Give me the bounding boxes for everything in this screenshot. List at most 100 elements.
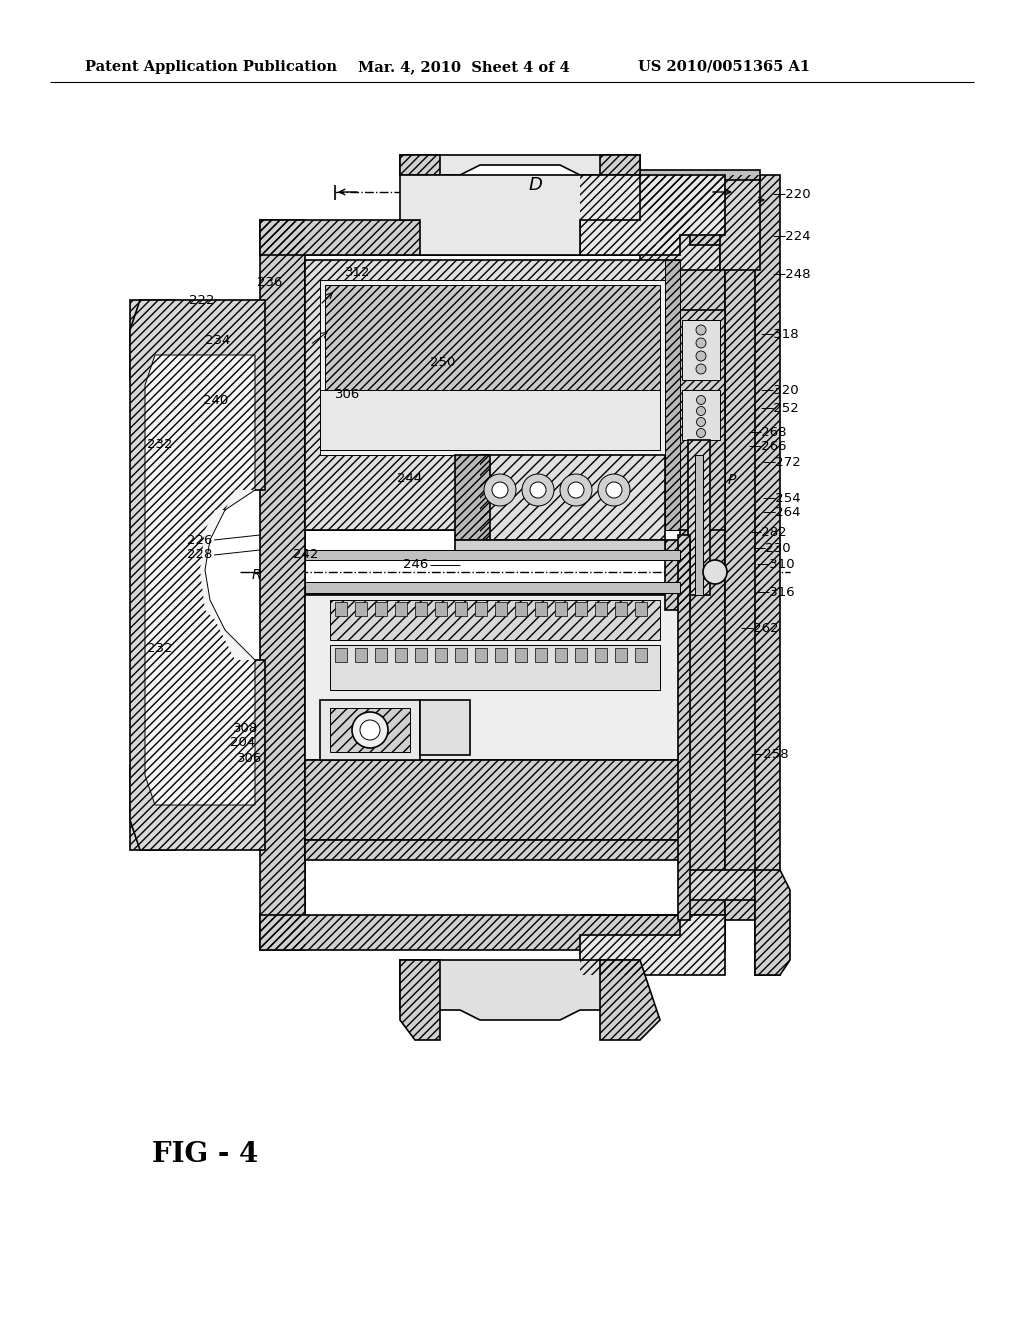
Text: —248: —248 bbox=[772, 268, 811, 281]
Polygon shape bbox=[480, 455, 665, 540]
Text: D: D bbox=[528, 176, 542, 194]
Polygon shape bbox=[400, 154, 640, 176]
Polygon shape bbox=[415, 648, 427, 663]
Text: 244: 244 bbox=[396, 471, 422, 484]
Polygon shape bbox=[335, 602, 347, 616]
Polygon shape bbox=[555, 648, 567, 663]
Text: —252: —252 bbox=[760, 401, 799, 414]
Polygon shape bbox=[595, 648, 607, 663]
Polygon shape bbox=[720, 176, 760, 271]
Polygon shape bbox=[600, 960, 660, 1040]
Polygon shape bbox=[695, 455, 703, 595]
Polygon shape bbox=[305, 550, 680, 560]
Text: 236: 236 bbox=[257, 276, 282, 289]
Polygon shape bbox=[400, 960, 440, 1040]
Polygon shape bbox=[678, 535, 690, 920]
Polygon shape bbox=[305, 760, 680, 840]
Circle shape bbox=[696, 364, 706, 374]
Polygon shape bbox=[355, 602, 367, 616]
Polygon shape bbox=[395, 602, 407, 616]
Circle shape bbox=[696, 429, 706, 437]
Polygon shape bbox=[415, 602, 427, 616]
Polygon shape bbox=[640, 176, 720, 271]
Text: 306: 306 bbox=[237, 751, 262, 764]
Circle shape bbox=[696, 417, 706, 426]
Polygon shape bbox=[355, 648, 367, 663]
Circle shape bbox=[696, 351, 706, 360]
Circle shape bbox=[606, 482, 622, 498]
Text: —220: —220 bbox=[772, 189, 811, 202]
Polygon shape bbox=[305, 582, 680, 593]
Polygon shape bbox=[130, 300, 175, 380]
Polygon shape bbox=[515, 648, 527, 663]
Polygon shape bbox=[400, 960, 640, 1020]
Polygon shape bbox=[615, 602, 627, 616]
Text: P: P bbox=[728, 473, 736, 487]
Polygon shape bbox=[260, 220, 725, 255]
Polygon shape bbox=[330, 645, 660, 690]
Text: 250: 250 bbox=[430, 355, 455, 368]
Polygon shape bbox=[335, 648, 347, 663]
Polygon shape bbox=[580, 176, 725, 255]
Circle shape bbox=[360, 719, 380, 741]
Text: Patent Application Publication: Patent Application Publication bbox=[85, 59, 337, 74]
Text: —282: —282 bbox=[748, 527, 786, 540]
Text: —272: —272 bbox=[762, 457, 801, 470]
Polygon shape bbox=[725, 230, 760, 920]
Polygon shape bbox=[305, 840, 680, 861]
Polygon shape bbox=[130, 300, 265, 850]
Polygon shape bbox=[319, 389, 660, 450]
Text: —230: —230 bbox=[752, 541, 791, 554]
Circle shape bbox=[560, 474, 592, 506]
Text: —316: —316 bbox=[756, 586, 795, 599]
Polygon shape bbox=[495, 602, 507, 616]
Text: 234: 234 bbox=[205, 334, 230, 346]
Text: —264: —264 bbox=[762, 507, 801, 520]
Text: —318: —318 bbox=[760, 329, 799, 342]
Text: 204: 204 bbox=[229, 737, 255, 750]
Text: 312: 312 bbox=[344, 265, 370, 279]
Polygon shape bbox=[640, 170, 760, 180]
Text: —266: —266 bbox=[748, 441, 786, 454]
Polygon shape bbox=[515, 602, 527, 616]
Polygon shape bbox=[375, 602, 387, 616]
Polygon shape bbox=[535, 648, 547, 663]
Polygon shape bbox=[665, 260, 680, 531]
Polygon shape bbox=[305, 260, 680, 531]
Polygon shape bbox=[600, 154, 640, 176]
Polygon shape bbox=[319, 700, 420, 760]
Text: —310: —310 bbox=[756, 558, 795, 572]
Circle shape bbox=[484, 474, 516, 506]
Polygon shape bbox=[400, 176, 640, 255]
Polygon shape bbox=[375, 648, 387, 663]
Circle shape bbox=[568, 482, 584, 498]
Polygon shape bbox=[455, 602, 467, 616]
Text: 232: 232 bbox=[146, 438, 172, 451]
Circle shape bbox=[598, 474, 630, 506]
Polygon shape bbox=[395, 648, 407, 663]
Polygon shape bbox=[635, 602, 647, 616]
Polygon shape bbox=[680, 310, 725, 531]
Polygon shape bbox=[755, 176, 780, 975]
Text: —268: —268 bbox=[748, 425, 786, 438]
Polygon shape bbox=[260, 220, 305, 950]
Polygon shape bbox=[435, 648, 447, 663]
Circle shape bbox=[492, 482, 508, 498]
Text: 232: 232 bbox=[146, 642, 172, 655]
Polygon shape bbox=[682, 319, 720, 380]
Circle shape bbox=[696, 338, 706, 348]
Text: 240: 240 bbox=[203, 393, 228, 407]
Polygon shape bbox=[680, 220, 725, 950]
Polygon shape bbox=[455, 648, 467, 663]
Text: 222: 222 bbox=[189, 293, 215, 306]
Polygon shape bbox=[665, 540, 690, 610]
Polygon shape bbox=[145, 355, 255, 805]
Polygon shape bbox=[305, 595, 680, 760]
Text: —320: —320 bbox=[760, 384, 799, 396]
Polygon shape bbox=[330, 601, 660, 640]
Polygon shape bbox=[580, 915, 725, 975]
Polygon shape bbox=[475, 602, 487, 616]
Polygon shape bbox=[755, 870, 790, 975]
Text: 242: 242 bbox=[293, 549, 318, 561]
Polygon shape bbox=[682, 389, 720, 440]
